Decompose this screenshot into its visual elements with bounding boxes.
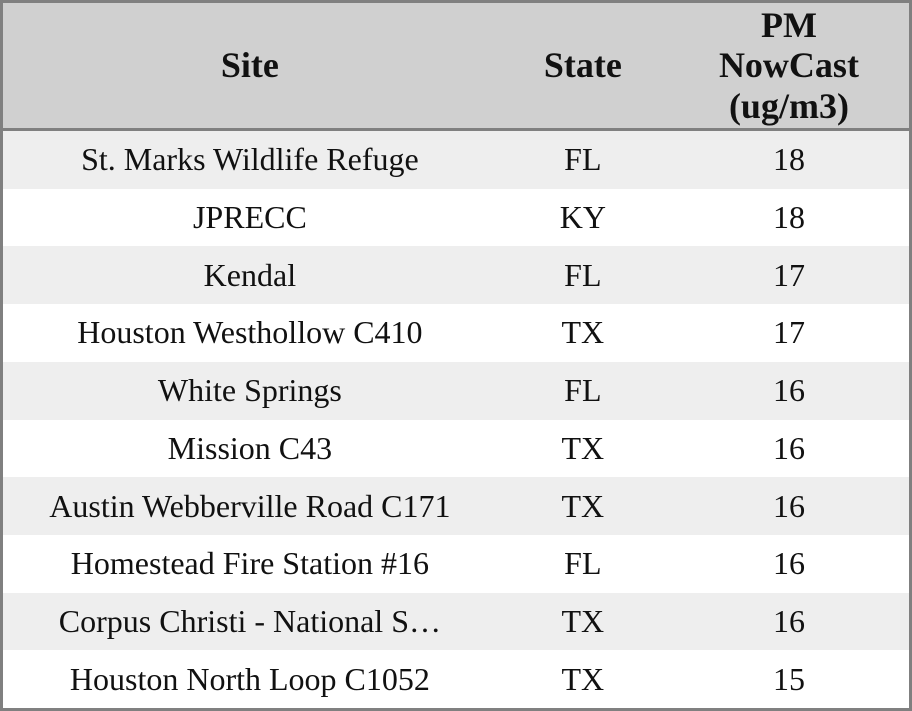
state-cell: TX	[561, 429, 605, 466]
pm-nowcast-cell: 16	[772, 545, 805, 582]
table-row[interactable]: Houston North Loop C1052 TX 15	[3, 650, 909, 709]
site-cell: Houston Westhollow C410	[77, 314, 423, 351]
pm-nowcast-cell: 16	[772, 602, 805, 639]
state-cell: TX	[561, 602, 605, 639]
table-row[interactable]: White Springs FL 16	[3, 361, 909, 420]
table-row[interactable]: Kendal FL 17	[3, 246, 909, 305]
state-cell: FL	[564, 256, 602, 293]
table-header-row: Site State PM NowCast (ug/m3)	[3, 3, 909, 131]
site-cell: JPRECC	[192, 199, 307, 236]
table-row[interactable]: Homestead Fire Station #16 FL 16	[3, 534, 909, 593]
table-body: St. Marks Wildlife Refuge FL 18 JPRECC KY 18 K…	[3, 131, 909, 709]
column-header-state[interactable]: State	[543, 45, 622, 86]
site-cell: Corpus Christi - National S…	[58, 602, 441, 639]
pm-nowcast-cell: 18	[772, 199, 805, 236]
site-cell: Homestead Fire Station #16	[70, 545, 429, 582]
state-cell: TX	[561, 314, 605, 351]
site-cell: Houston North Loop C1052	[69, 660, 430, 697]
pm-nowcast-cell: 16	[772, 372, 805, 409]
table-row[interactable]: Houston Westhollow C410 TX 17	[3, 304, 909, 362]
column-header-site[interactable]: Site	[220, 45, 279, 86]
table-row[interactable]: Austin Webberville Road C171 TX 16	[3, 477, 909, 535]
site-cell: Kendal	[203, 256, 297, 293]
state-cell: FL	[564, 372, 602, 409]
site-cell: Austin Webberville Road C171	[49, 487, 451, 524]
pm-nowcast-cell: 16	[772, 487, 805, 524]
site-cell: Mission C43	[167, 429, 333, 466]
pm-nowcast-cell: 15	[772, 660, 805, 697]
state-cell: KY	[559, 199, 606, 236]
column-header-pm-nowcast[interactable]: PM NowCast (ug/m3)	[718, 5, 859, 126]
pm-nowcast-cell: 18	[772, 141, 805, 178]
table-row[interactable]: Corpus Christi - National S… TX 16	[3, 592, 909, 651]
state-cell: TX	[561, 660, 605, 697]
state-cell: FL	[564, 545, 602, 582]
site-cell: St. Marks Wildlife Refuge	[81, 141, 419, 178]
state-cell: FL	[564, 141, 602, 178]
pm-nowcast-cell: 17	[772, 314, 805, 351]
site-cell: White Springs	[157, 372, 342, 409]
table-row[interactable]: Mission C43 TX 16	[3, 419, 909, 478]
table-row[interactable]: JPRECC KY 18	[3, 188, 909, 247]
pm-nowcast-cell: 16	[772, 429, 805, 466]
state-cell: TX	[561, 487, 605, 524]
pm-nowcast-cell: 17	[772, 256, 805, 293]
table-row[interactable]: St. Marks Wildlife Refuge FL 18	[3, 131, 909, 189]
